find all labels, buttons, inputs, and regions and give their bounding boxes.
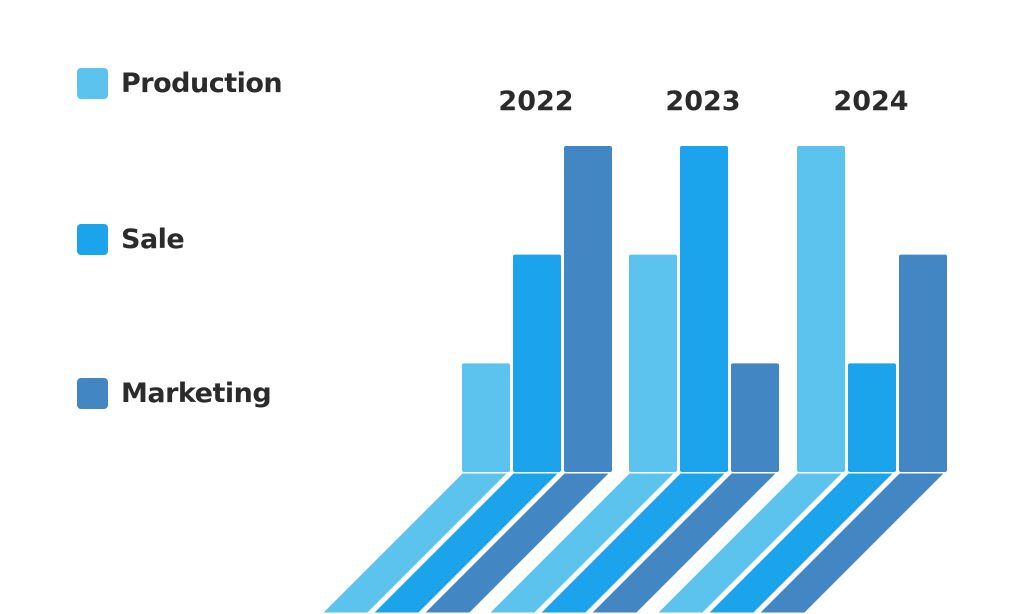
category-label-2024: 2024 xyxy=(833,86,908,117)
category-label-2023: 2023 xyxy=(665,86,740,117)
category-label-2022: 2022 xyxy=(498,86,573,117)
bar-sale-2022 xyxy=(513,254,561,472)
bar-marketing-2023 xyxy=(731,363,779,472)
bar-production-2024 xyxy=(797,146,845,472)
bar-marketing-2024 xyxy=(899,254,947,472)
category-labels: 2022 2023 2024 xyxy=(498,86,908,117)
legend-label-sale: Sale xyxy=(121,224,185,255)
legend-label-marketing: Marketing xyxy=(121,378,272,409)
legend-label-production: Production xyxy=(121,68,283,99)
bar-production-2022 xyxy=(462,363,510,472)
legend-item-marketing: Marketing xyxy=(77,378,272,409)
bars xyxy=(462,146,947,472)
bar-sale-2023 xyxy=(680,146,728,472)
bar-production-2023 xyxy=(629,254,677,472)
bar-sale-2024 xyxy=(848,363,896,472)
legend-swatch-production xyxy=(77,68,108,99)
legend-swatch-sale xyxy=(77,224,108,255)
bar-shadows xyxy=(318,470,949,614)
legend-item-sale: Sale xyxy=(77,224,185,255)
bar-marketing-2022 xyxy=(564,146,612,472)
legend-item-production: Production xyxy=(77,68,283,99)
legend-swatch-marketing xyxy=(77,378,108,409)
